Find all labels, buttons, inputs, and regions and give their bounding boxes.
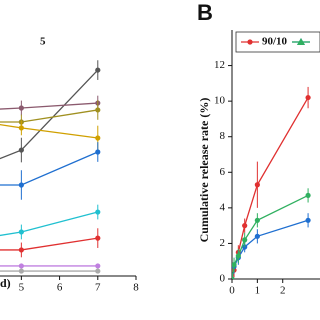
data-point [18, 147, 24, 153]
data-point [95, 149, 101, 155]
legend-marker [297, 38, 305, 45]
series-line [0, 151, 99, 186]
data-point [18, 229, 24, 235]
data-point [254, 233, 260, 239]
x-tick-label: 7 [95, 282, 101, 294]
data-point [95, 107, 101, 113]
data-point [254, 182, 260, 188]
legend-marker [247, 39, 253, 45]
data-point [305, 192, 311, 199]
y-tick-label: 2 [220, 237, 226, 249]
plot-area [0, 60, 101, 274]
series-line [232, 97, 309, 279]
series-line [0, 109, 98, 123]
data-point [18, 247, 24, 253]
x-axis-label: d) [0, 276, 11, 290]
y-tick-label: 0 [220, 273, 226, 285]
y-tick-label: 12 [214, 59, 225, 71]
data-point [232, 276, 235, 279]
data-point [95, 235, 101, 241]
x-tick-label: 1 [255, 285, 261, 297]
legend-fragment: 5 [40, 36, 46, 48]
y-tick-label: 10 [214, 95, 226, 107]
x-tick-label: 6 [57, 282, 63, 294]
y-tick-label: 6 [220, 166, 226, 178]
data-point [18, 105, 24, 111]
y-tick-label: 8 [220, 130, 226, 142]
data-point [95, 209, 101, 215]
data-point [305, 217, 311, 223]
data-point [18, 263, 24, 269]
data-point [305, 94, 311, 101]
x-tick-label: 8 [133, 282, 139, 294]
legend-label: 90/10 [262, 36, 288, 48]
x-tick-label: 0 [229, 285, 235, 297]
data-point [95, 67, 101, 73]
panel-label: B [197, 0, 213, 25]
data-point [242, 237, 248, 243]
data-point [254, 217, 260, 223]
data-point [235, 253, 241, 259]
series-line [0, 211, 98, 237]
series-line [0, 102, 98, 110]
data-point [95, 263, 101, 269]
series-line [0, 123, 98, 139]
data-point [18, 268, 24, 274]
data-point [95, 268, 101, 274]
legend-box [235, 31, 320, 53]
series-line [232, 194, 309, 279]
data-point [242, 223, 248, 229]
y-tick-label: 4 [220, 201, 226, 213]
series-line [0, 237, 98, 251]
data-point [18, 125, 24, 131]
y-axis-label: Cumulative release rate (%) [197, 98, 211, 243]
data-point [18, 182, 24, 188]
x-tick-label: 2 [280, 285, 286, 297]
plot-area [232, 86, 311, 279]
x-tick-label: 5 [19, 282, 25, 294]
data-point [232, 262, 237, 268]
data-point [95, 135, 101, 141]
